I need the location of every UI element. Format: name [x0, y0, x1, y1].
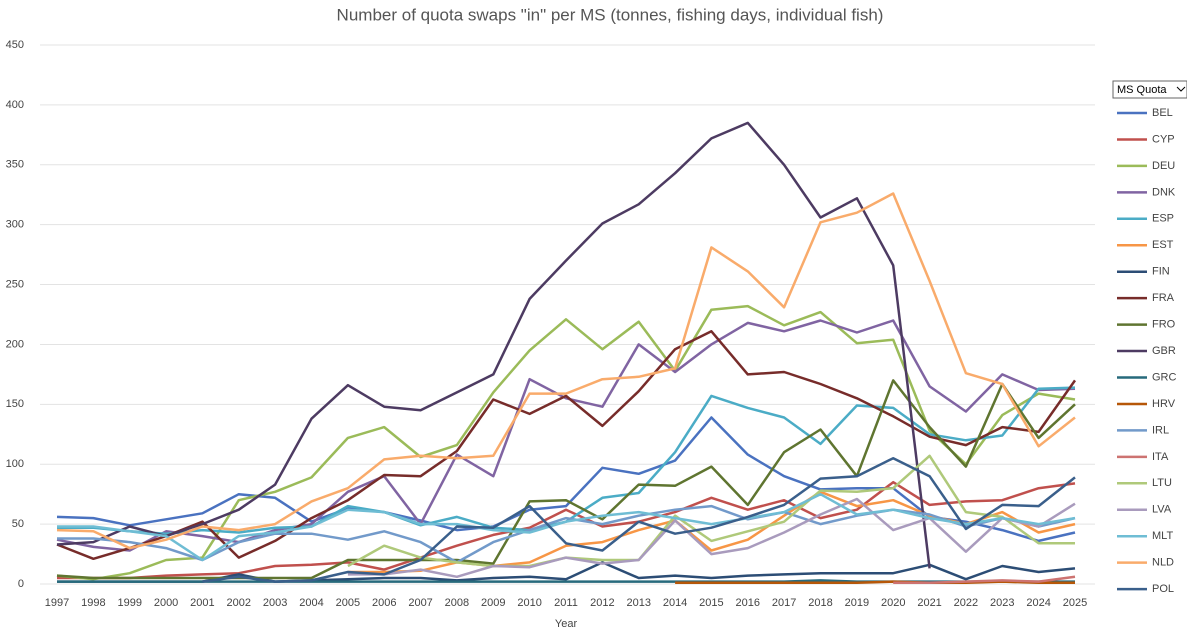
- dropdown-arrow: [1176, 86, 1186, 92]
- legend-label: HRV: [1152, 398, 1176, 410]
- x-tick-label: 2005: [336, 597, 360, 609]
- y-tick-label: 400: [6, 99, 24, 111]
- legend-label: FIN: [1152, 266, 1170, 278]
- y-tick-label: 0: [18, 578, 24, 590]
- y-tick-label: 50: [12, 518, 24, 530]
- x-tick-label: 2012: [590, 597, 614, 609]
- chart-title: Number of quota swaps "in" per MS (tonne…: [337, 5, 884, 24]
- series-line: [56, 319, 1076, 552]
- x-tick-label: 2018: [808, 597, 832, 609]
- legend-label: CYP: [1152, 133, 1175, 145]
- x-tick-label: 2019: [845, 597, 869, 609]
- y-tick-label: 300: [6, 219, 24, 231]
- x-tick-label: 2006: [372, 597, 396, 609]
- series-line: [56, 330, 1077, 561]
- legend-label: LTU: [1152, 477, 1172, 489]
- x-tick-label: 2024: [1026, 597, 1050, 609]
- x-tick-label: 2021: [917, 597, 941, 609]
- legend-title: MS Quota: [1117, 84, 1167, 96]
- series-line: [56, 121, 931, 569]
- x-tick-label: 2023: [990, 597, 1014, 609]
- legend-label: FRO: [1152, 319, 1176, 331]
- x-tick-label: 2003: [263, 597, 287, 609]
- legend-label: ESP: [1152, 213, 1174, 225]
- x-tick-label: 2000: [154, 597, 178, 609]
- y-tick-label: 100: [6, 458, 24, 470]
- series-line: [56, 416, 1076, 543]
- x-tick-label: 2002: [227, 597, 251, 609]
- series-line: [202, 456, 1076, 583]
- legend-label: NLD: [1152, 557, 1174, 569]
- x-tick-label: 2017: [772, 597, 796, 609]
- series-line: [893, 575, 1076, 585]
- x-tick-label: 2020: [881, 597, 905, 609]
- y-tick-label: 350: [6, 159, 24, 171]
- legend-label: POL: [1152, 583, 1174, 595]
- x-tick-label: 2022: [954, 597, 978, 609]
- x-tick-label: 2008: [445, 597, 469, 609]
- x-tick-label: 2010: [517, 597, 541, 609]
- y-tick-label: 450: [6, 39, 24, 51]
- legend-label: GBR: [1152, 345, 1176, 357]
- x-tick-label: 2014: [663, 597, 687, 609]
- legend-label: LVA: [1152, 504, 1172, 516]
- x-tick-label: 2001: [190, 597, 214, 609]
- legend-label: DEU: [1152, 160, 1175, 172]
- legend-label: MLT: [1152, 530, 1173, 542]
- series-line: [57, 480, 1076, 580]
- legend-label: BEL: [1152, 107, 1173, 119]
- x-tick-label: 2007: [408, 597, 432, 609]
- y-tick-label: 250: [6, 278, 24, 290]
- legend-label: GRC: [1152, 371, 1177, 383]
- x-tick-label: 2025: [1063, 597, 1087, 609]
- series-line: [347, 454, 1075, 568]
- x-tick-label: 2004: [299, 597, 323, 609]
- x-tick-label: 1998: [81, 597, 105, 609]
- series-line: [56, 192, 1076, 550]
- legend-label: DNK: [1152, 186, 1176, 198]
- x-tick-label: 1997: [45, 597, 69, 609]
- y-tick-label: 200: [6, 338, 24, 350]
- legend-label: FRA: [1152, 292, 1175, 304]
- legend-dropdown[interactable]: [1112, 80, 1187, 99]
- x-tick-label: 2015: [699, 597, 723, 609]
- series-line: [347, 497, 1076, 579]
- x-tick-label: 2016: [736, 597, 760, 609]
- series-line: [57, 492, 1076, 562]
- legend-label: IRL: [1152, 424, 1169, 436]
- x-tick-label: 2009: [481, 597, 505, 609]
- y-tick-label: 150: [6, 398, 24, 410]
- legend-label: ITA: [1152, 451, 1169, 463]
- x-tick-label: 2013: [626, 597, 650, 609]
- x-tick-label: 1999: [117, 597, 141, 609]
- legend-label: EST: [1152, 239, 1174, 251]
- x-axis-label: Year: [555, 618, 578, 630]
- x-tick-label: 2011: [554, 597, 578, 609]
